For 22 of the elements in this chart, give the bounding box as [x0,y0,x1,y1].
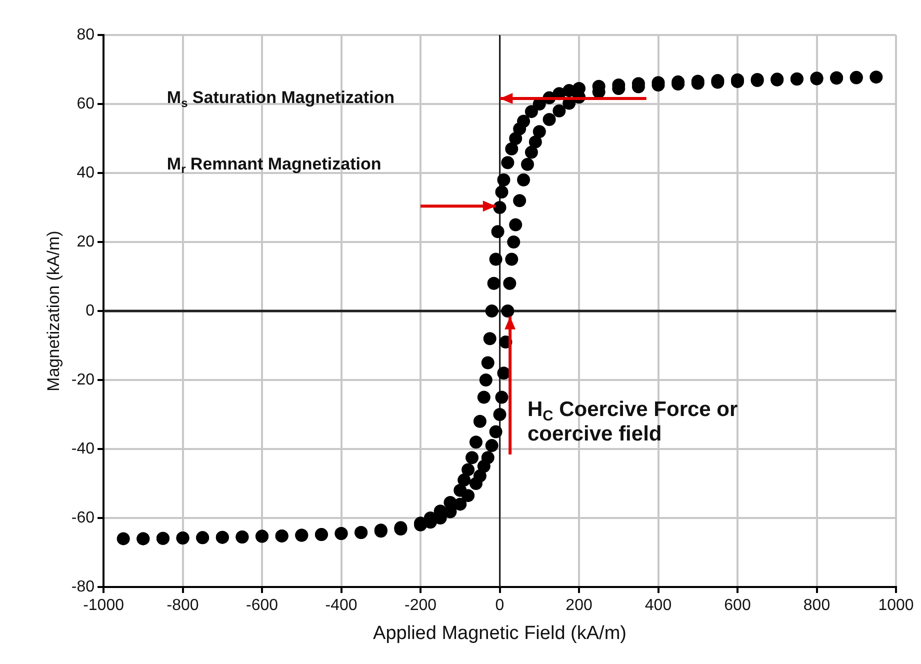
x-tick-label: -600 [246,597,278,614]
y-tick-label: 80 [76,26,95,44]
x-tick-label: -200 [404,597,437,614]
x-tick-label: 800 [803,597,830,614]
x-axis-title: Applied Magnetic Field (kA/m) [373,622,626,644]
y-tick-label: -20 [71,371,95,388]
y-tick-label: -40 [71,440,95,458]
x-tick-label: 0 [495,597,504,614]
y-tick-label: 20 [76,233,95,250]
y-tick-label: 0 [86,302,95,320]
x-tick-label: 1000 [878,597,914,614]
x-tick-label: 400 [644,597,672,614]
x-tick-label: -800 [166,597,199,614]
y-tick-label: 60 [76,95,95,112]
y-tick-label: -60 [71,509,95,526]
x-tick-label: 200 [566,597,592,614]
x-tick-label: 600 [724,597,751,614]
y-tick-label: -80 [71,578,95,596]
y-tick-label: 40 [76,164,95,182]
x-tick-label: -400 [325,597,358,614]
y-axis-title: Magnetization (kA/m) [44,230,63,392]
x-tick-label: -1000 [83,597,124,614]
